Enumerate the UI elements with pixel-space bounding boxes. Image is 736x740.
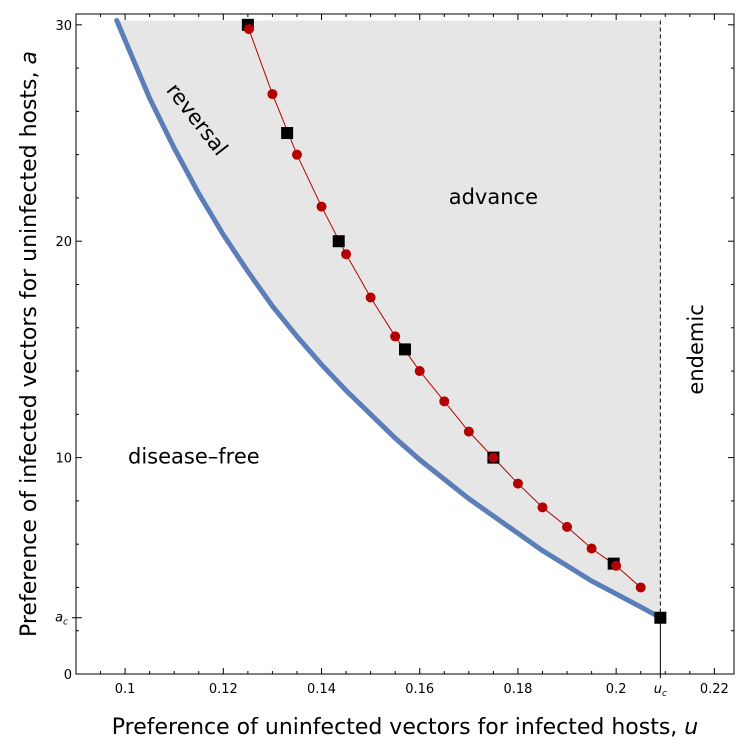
ac-tick-label: ac — [55, 611, 68, 628]
boundary-curve — [114, 17, 663, 621]
advance-region — [116, 20, 661, 618]
circle-marker — [267, 89, 278, 100]
x-tick-label: 0.1 — [115, 682, 136, 697]
uc-tick-label: uc — [654, 682, 667, 699]
circle-marker — [390, 331, 401, 342]
x-axis-label: Preference of uninfected vectors for inf… — [112, 715, 699, 740]
square-marker — [399, 343, 411, 356]
circle-marker — [512, 478, 523, 489]
square-marker — [654, 611, 667, 624]
circle-marker — [341, 249, 352, 260]
circle-marker — [414, 366, 425, 377]
circle-marker — [439, 396, 450, 407]
circle-marker — [586, 543, 597, 554]
plot-frame — [75, 13, 735, 675]
circle-marker — [537, 502, 548, 513]
x-tick-label: 0.2 — [606, 682, 627, 697]
circle-marker — [291, 149, 302, 160]
x-tick-label: 0.22 — [700, 682, 729, 697]
square-marker — [281, 127, 294, 140]
circle-marker — [316, 201, 327, 212]
y-tick-label: 30 — [55, 19, 72, 34]
region-label: disease–free — [128, 445, 260, 469]
y-tick-label: 0 — [64, 668, 72, 683]
x-tick-label: 0.12 — [209, 682, 238, 697]
x-tick-label: 0.16 — [405, 682, 434, 697]
circle-marker — [562, 521, 573, 532]
y-axis-label: Preference of infected vectors for uninf… — [17, 51, 42, 637]
x-tick-label: 0.18 — [503, 682, 532, 697]
y-tick-label: 10 — [55, 452, 72, 467]
square-marker — [332, 235, 345, 248]
y-tick-label: 20 — [55, 235, 72, 250]
x-tick-label: 0.14 — [307, 682, 336, 697]
circle-marker — [635, 582, 646, 593]
region-label: advance — [449, 185, 538, 209]
circle-marker — [243, 24, 254, 35]
circle-marker — [463, 426, 474, 437]
circle-marker — [488, 452, 499, 463]
circle-marker — [611, 560, 622, 571]
circle-marker — [365, 292, 376, 303]
region-label: endemic — [684, 304, 708, 394]
